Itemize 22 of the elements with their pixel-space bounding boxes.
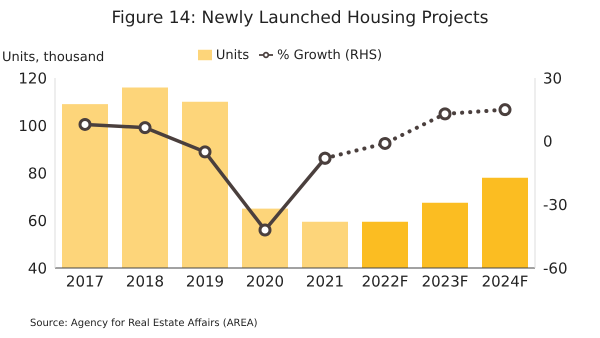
y2-tick-label: 30 [543,69,562,88]
y-tick-label: 60 [28,212,47,230]
x-tick-label: 2022F [362,272,408,291]
y-tick-label: 40 [28,259,47,278]
y2-tick-label: 0 [543,132,553,151]
x-tick-label: 2024F [482,272,528,291]
y-tick-label: 100 [18,116,47,135]
source-note: Source: Agency for Real Estate Affairs (AREA) [30,318,258,329]
y-tick-label: 80 [28,164,47,182]
y-tick-label: 120 [18,69,47,88]
legend-label: % Growth (RHS) [277,48,382,63]
chart-title: Figure 14: Newly Launched Housing Projects [110,8,490,28]
x-tick-label: 2020 [246,272,284,291]
x-tick-label: 2017 [66,272,104,291]
y2-tick-label: -30 [543,196,568,214]
y2-tick-label: -60 [543,259,568,278]
legend-label: Units [216,48,250,63]
x-tick-label: 2021 [306,272,344,291]
x-tick-label: 2018 [126,272,164,291]
x-tick-label: 2023F [422,272,468,291]
x-tick-label: 2019 [186,272,224,291]
y-axis-title: Units, thousand [2,50,104,65]
